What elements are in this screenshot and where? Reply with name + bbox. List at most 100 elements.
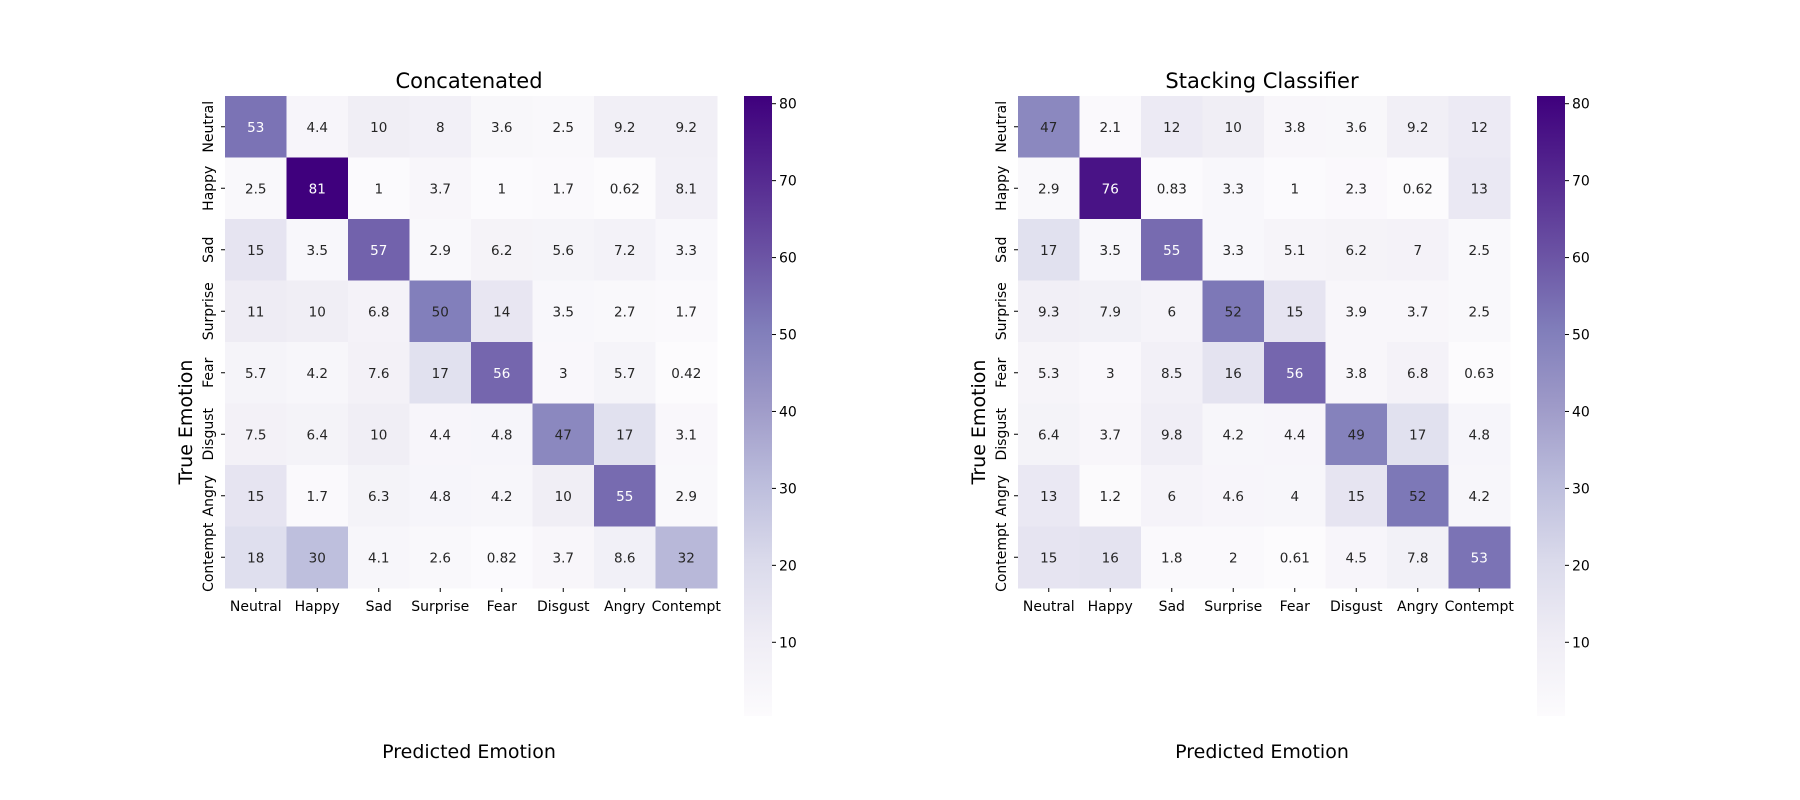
cell-value-label: 3.7 — [1407, 304, 1428, 320]
y-tick-label: Disgust — [201, 407, 217, 460]
cell-value-label: 4.2 — [1223, 427, 1244, 443]
cell-value-label: 4.2 — [491, 489, 512, 505]
cell-value-label: 17 — [1040, 243, 1057, 259]
colorbar-tick-label: 20 — [779, 558, 797, 574]
cell-value-label: 3 — [559, 366, 568, 382]
cell-value-label: 2.3 — [1346, 181, 1367, 197]
cell-value-label: 3.9 — [1346, 304, 1367, 320]
cell-value-label: 7.9 — [1100, 304, 1121, 320]
x-tick-label: Contempt — [1445, 599, 1515, 615]
cell-value-label: 7.5 — [245, 427, 266, 443]
cell-value-label: 17 — [616, 427, 633, 443]
cell-value-label: 1 — [1290, 181, 1299, 197]
heatmap-cell — [1202, 403, 1265, 466]
cell-value-label: 4.2 — [1469, 489, 1490, 505]
cell-value-label: 3.3 — [1223, 243, 1244, 259]
x-tick-label: Disgust — [537, 599, 590, 615]
cell-value-label: 5.7 — [245, 366, 266, 382]
heatmap-cell — [655, 403, 718, 466]
colorbar-tick-label: 40 — [1572, 404, 1590, 420]
x-tick-label: Disgust — [1330, 599, 1383, 615]
cell-value-label: 2.5 — [1469, 243, 1490, 259]
heatmap-cell — [1448, 465, 1511, 527]
heatmap-cell — [225, 157, 287, 220]
heatmap-cell — [1264, 526, 1326, 589]
heatmap-cell — [1264, 342, 1326, 404]
cell-value-label: 3.6 — [1346, 120, 1367, 136]
colorbar-tick-label: 80 — [779, 97, 797, 113]
cell-value-label: 11 — [247, 304, 264, 320]
cell-value-label: 5.6 — [553, 243, 574, 259]
colorbar-tick-label: 50 — [1572, 328, 1590, 344]
cell-value-label: 6.8 — [1407, 366, 1428, 382]
cell-value-label: 76 — [1102, 181, 1119, 197]
heatmap-cell — [286, 157, 349, 220]
cell-value-label: 0.42 — [671, 366, 701, 382]
heatmap-cell — [225, 526, 287, 589]
x-tick-label: Contempt — [652, 599, 722, 615]
heatmap-cell — [1018, 403, 1080, 466]
heatmap-cell — [1264, 157, 1326, 220]
heatmap-cell — [286, 465, 349, 527]
cell-value-label: 2.5 — [553, 120, 574, 136]
heatmap-cell — [409, 342, 472, 404]
heatmap-cell — [532, 403, 595, 466]
colorbar-gradient — [744, 96, 772, 716]
x-tick-label: Sad — [366, 599, 392, 615]
heatmap-cell — [1018, 280, 1080, 343]
cell-value-label: 10 — [370, 427, 387, 443]
heatmap-cell — [655, 96, 718, 158]
y-tick-label: Neutral — [201, 101, 217, 153]
heatmap-cell — [1387, 342, 1449, 404]
heatmap-cell — [532, 526, 595, 589]
cell-value-label: 1 — [497, 181, 506, 197]
heatmap-cell — [471, 465, 533, 527]
cell-value-label: 9.3 — [1038, 304, 1059, 320]
heatmap-cell — [471, 219, 533, 281]
cell-value-label: 3.8 — [1284, 120, 1305, 136]
heatmap-cell — [1202, 219, 1265, 281]
heatmap-cell — [655, 157, 718, 220]
y-tick-label: Happy — [994, 166, 1010, 211]
heatmap-cell — [286, 342, 349, 404]
cell-value-label: 16 — [1225, 366, 1242, 382]
cell-value-label: 5.7 — [614, 366, 635, 382]
heatmap-panel-concatenated: Concatenated 53 4.4 10 8 3.6 2.5 9.2 9.2 2.5 81 1 3… — [175, 69, 797, 763]
y-tick-label: Contempt — [201, 522, 217, 592]
heatmap-cell — [1079, 526, 1142, 589]
cell-value-label: 2.9 — [676, 489, 697, 505]
heatmap-cell — [1325, 96, 1388, 158]
cell-value-label: 30 — [309, 550, 326, 566]
heatmap-cell — [409, 280, 472, 343]
heatmap-cell — [594, 280, 656, 343]
cell-value-label: 0.83 — [1157, 181, 1187, 197]
cell-value-label: 15 — [1348, 489, 1365, 505]
heatmap-cell — [1018, 219, 1080, 281]
cell-value-label: 2.5 — [245, 181, 266, 197]
colorbar-tick-label: 70 — [1572, 174, 1590, 190]
cell-value-label: 4.8 — [430, 489, 451, 505]
cell-value-label: 7.8 — [1407, 550, 1428, 566]
heatmap-cell — [1079, 280, 1142, 343]
x-tick-label: Fear — [1280, 599, 1310, 615]
cell-value-label: 52 — [1409, 489, 1426, 505]
cell-value-label: 0.63 — [1464, 366, 1494, 382]
cell-value-label: 3 — [1106, 366, 1115, 382]
colorbar-tick-label: 40 — [779, 404, 797, 420]
cell-value-label: 5.1 — [1284, 243, 1305, 259]
cell-value-label: 4.6 — [1223, 489, 1244, 505]
heatmap-cell — [348, 465, 410, 527]
cell-value-label: 12 — [1163, 120, 1180, 136]
heatmap-cell — [532, 96, 595, 158]
heatmap-cell — [594, 403, 656, 466]
heatmap-cell — [471, 157, 533, 220]
cell-value-label: 10 — [309, 304, 326, 320]
y-tick-label: Fear — [994, 357, 1010, 387]
heatmap-cell — [409, 403, 472, 466]
x-tick-labels: Neutral Happy Sad Surprise Fear Disgust Angry C… — [230, 588, 722, 615]
cell-value-label: 14 — [493, 304, 510, 320]
heatmap-cell — [1448, 219, 1511, 281]
cell-value-label: 9.2 — [614, 120, 635, 136]
y-tick-label: Sad — [201, 237, 217, 263]
heatmap-cell — [409, 96, 472, 158]
